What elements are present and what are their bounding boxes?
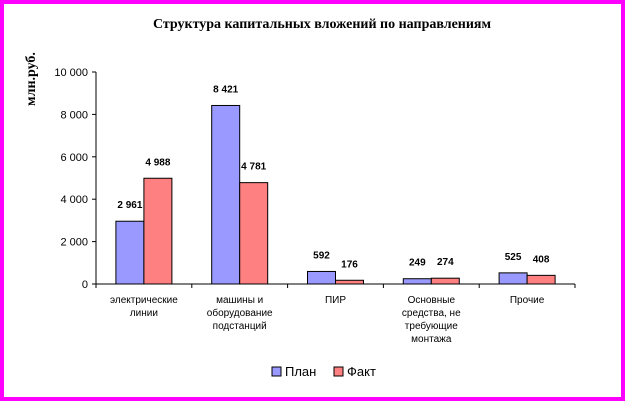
data-label: 592 (313, 250, 330, 261)
x-category-label: электрические линии (110, 295, 178, 319)
legend: План Факт (271, 364, 376, 379)
bar-fact (526, 274, 556, 285)
bar-fact (239, 182, 269, 285)
data-label: 8 421 (213, 84, 238, 95)
y-tick-label: 4 000 (60, 194, 88, 206)
legend-swatch (271, 366, 282, 377)
data-label: 249 (409, 258, 426, 269)
bar-fact (143, 177, 173, 285)
x-category-label: машины и оборудование подстанций (207, 295, 273, 332)
x-category-label: Прочие (510, 295, 545, 306)
chart-title: Структура капитальных вложений по направ… (153, 17, 492, 32)
data-label: 2 961 (117, 200, 142, 211)
axes: 0 2 000 4 000 6 000 8 000 10 000 электрические… (54, 67, 576, 345)
y-tick-label: 2 000 (60, 237, 88, 249)
y-axis-label: млн.руб. (24, 52, 39, 106)
bar-plan (307, 270, 336, 285)
bar-plan (211, 104, 241, 285)
bars: 2 961 4 988 8 421 4 781 592 176 249 274 525 408 (115, 84, 556, 285)
bar-plan (498, 272, 528, 285)
data-label: 525 (505, 252, 522, 263)
data-label: 4 781 (241, 162, 266, 173)
bar-chart: Структура капитальных вложений по направ… (24, 17, 576, 379)
y-tick-label: 0 (82, 279, 88, 291)
x-category-label: Основные средства, не требующие монтажа (402, 295, 461, 345)
bar-plan (115, 220, 145, 285)
y-tick-label: 8 000 (60, 109, 88, 121)
bar-fact (430, 277, 460, 285)
x-category-label: ПИР (325, 295, 346, 306)
legend-label: Факт (347, 364, 376, 379)
data-label: 4 988 (145, 157, 170, 168)
data-label: 274 (437, 257, 454, 268)
data-label: 176 (341, 259, 358, 270)
bar-fact (335, 279, 364, 285)
legend-label: План (285, 364, 316, 379)
y-tick-label: 10 000 (54, 67, 88, 79)
legend-swatch (333, 366, 344, 377)
data-label: 408 (533, 254, 550, 265)
bar-plan (402, 278, 432, 285)
y-tick-label: 6 000 (60, 152, 88, 164)
